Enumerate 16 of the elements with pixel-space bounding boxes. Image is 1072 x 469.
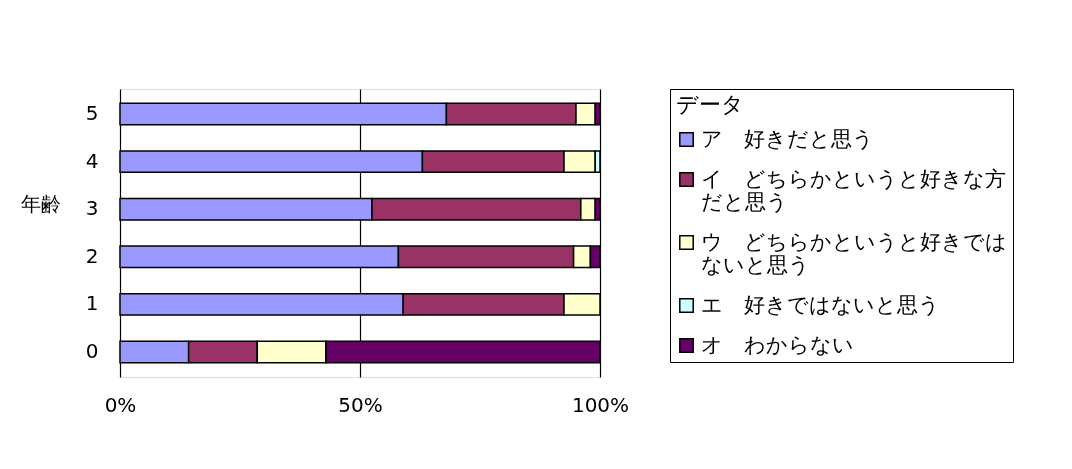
- legend-label: ア 好きだと思う: [701, 126, 874, 151]
- legend-label: エ 好きではないと思う: [701, 292, 940, 317]
- legend-label: イ どちらかというと好きな方だと思う: [701, 166, 1006, 214]
- y-axis-title: 年齢: [20, 191, 61, 216]
- legend-title: データ: [676, 92, 744, 117]
- y-tick-label: 1: [85, 291, 99, 316]
- y-tick-label: 0: [85, 339, 99, 364]
- x-tick-label: 100%: [571, 392, 630, 417]
- x-tick-label: 50%: [338, 392, 383, 417]
- legend-label: オ わからない: [701, 332, 854, 357]
- legend-label: ウ どちらかというと好きではないと思う: [701, 229, 1007, 277]
- y-tick-label: 3: [85, 196, 99, 221]
- x-tick-label: 0%: [104, 392, 137, 417]
- y-tick-label: 2: [85, 243, 99, 268]
- y-tick-label: 4: [85, 148, 99, 173]
- y-tick-label: 5: [85, 100, 99, 125]
